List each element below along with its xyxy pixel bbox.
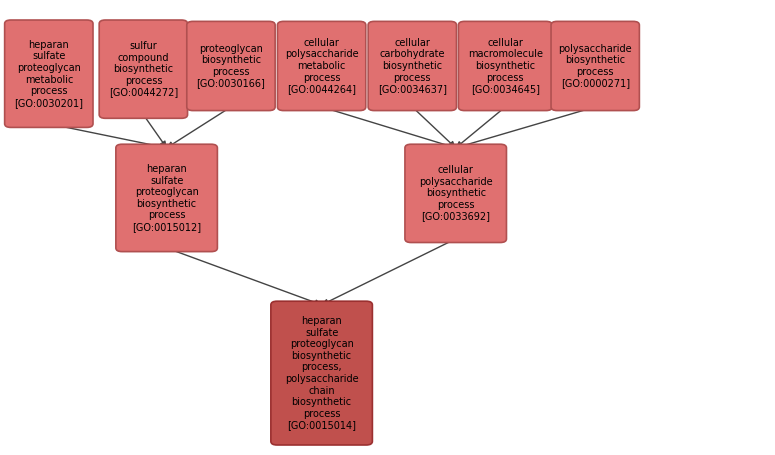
- FancyBboxPatch shape: [368, 21, 456, 111]
- FancyBboxPatch shape: [459, 21, 552, 111]
- Text: polysaccharide
biosynthetic
process
[GO:0000271]: polysaccharide biosynthetic process [GO:…: [558, 44, 632, 88]
- Text: cellular
macromolecule
biosynthetic
process
[GO:0034645]: cellular macromolecule biosynthetic proc…: [468, 38, 542, 94]
- Text: cellular
polysaccharide
biosynthetic
process
[GO:0033692]: cellular polysaccharide biosynthetic pro…: [418, 165, 493, 222]
- Text: cellular
carbohydrate
biosynthetic
process
[GO:0034637]: cellular carbohydrate biosynthetic proce…: [377, 38, 447, 94]
- Text: heparan
sulfate
proteoglycan
metabolic
process
[GO:0030201]: heparan sulfate proteoglycan metabolic p…: [14, 40, 84, 108]
- FancyBboxPatch shape: [116, 144, 217, 252]
- FancyBboxPatch shape: [187, 21, 275, 111]
- FancyBboxPatch shape: [277, 21, 366, 111]
- Text: heparan
sulfate
proteoglycan
biosynthetic
process
[GO:0015012]: heparan sulfate proteoglycan biosyntheti…: [132, 164, 202, 232]
- Text: sulfur
compound
biosynthetic
process
[GO:0044272]: sulfur compound biosynthetic process [GO…: [109, 41, 178, 97]
- Text: proteoglycan
biosynthetic
process
[GO:0030166]: proteoglycan biosynthetic process [GO:00…: [197, 44, 265, 88]
- Text: cellular
polysaccharide
metabolic
process
[GO:0044264]: cellular polysaccharide metabolic proces…: [285, 38, 358, 94]
- FancyBboxPatch shape: [99, 20, 188, 118]
- FancyBboxPatch shape: [551, 21, 639, 111]
- Text: heparan
sulfate
proteoglycan
biosynthetic
process,
polysaccharide
chain
biosynth: heparan sulfate proteoglycan biosyntheti…: [285, 316, 358, 430]
- FancyBboxPatch shape: [5, 20, 93, 127]
- FancyBboxPatch shape: [270, 301, 372, 445]
- FancyBboxPatch shape: [405, 144, 507, 243]
